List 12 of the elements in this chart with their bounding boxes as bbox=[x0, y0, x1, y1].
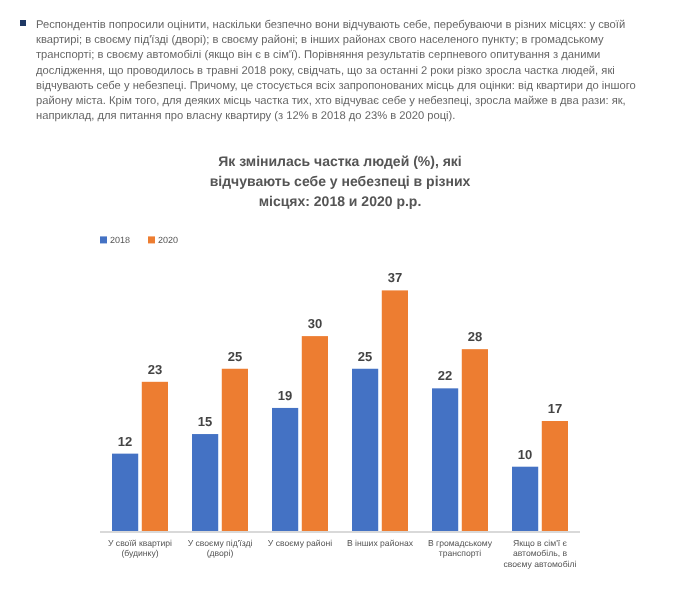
bar bbox=[461, 349, 488, 532]
bar bbox=[541, 420, 568, 532]
bar bbox=[432, 388, 459, 532]
bar bbox=[301, 336, 328, 532]
bar bbox=[272, 407, 299, 532]
bar bbox=[112, 453, 139, 532]
bar bbox=[192, 434, 219, 532]
bar bbox=[381, 290, 408, 532]
bar bbox=[221, 368, 248, 532]
bar bbox=[352, 368, 379, 532]
bar bbox=[512, 466, 539, 532]
bar bbox=[141, 381, 168, 532]
